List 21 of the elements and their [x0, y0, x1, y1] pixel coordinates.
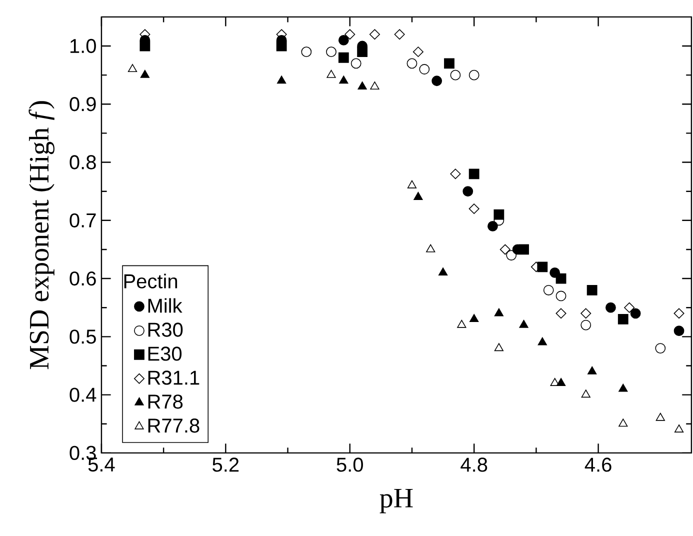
x-axis-title: pH	[380, 488, 413, 514]
legend-label: Milk	[148, 298, 182, 313]
legend-label: R77.8	[148, 418, 200, 433]
legend-label: E30	[148, 346, 182, 361]
y-tick-label: 0.3	[70, 446, 96, 460]
y-tick-label: 1.0	[70, 38, 96, 54]
x-tick-label: 5.0	[336, 458, 363, 472]
x-tick-label: 4.8	[460, 458, 488, 472]
x-tick-label: 5.2	[212, 458, 239, 472]
y-tick-label: 0.7	[70, 213, 96, 228]
y-tick-label: 0.4	[70, 388, 96, 402]
legend-title: Pectin	[124, 274, 178, 288]
legend-label: R31.1	[148, 370, 200, 385]
y-tick-label: 0.5	[70, 330, 96, 344]
legend-label: R30	[148, 322, 183, 337]
y-tick-label: 0.6	[70, 271, 96, 286]
legend-label: R78	[148, 394, 183, 409]
y-tick-label: 0.8	[70, 155, 96, 170]
y-axis-title: MSD exponent (High f)	[28, 101, 54, 370]
x-tick-label: 4.6	[584, 458, 612, 472]
y-tick-label: 0.9	[70, 97, 96, 112]
